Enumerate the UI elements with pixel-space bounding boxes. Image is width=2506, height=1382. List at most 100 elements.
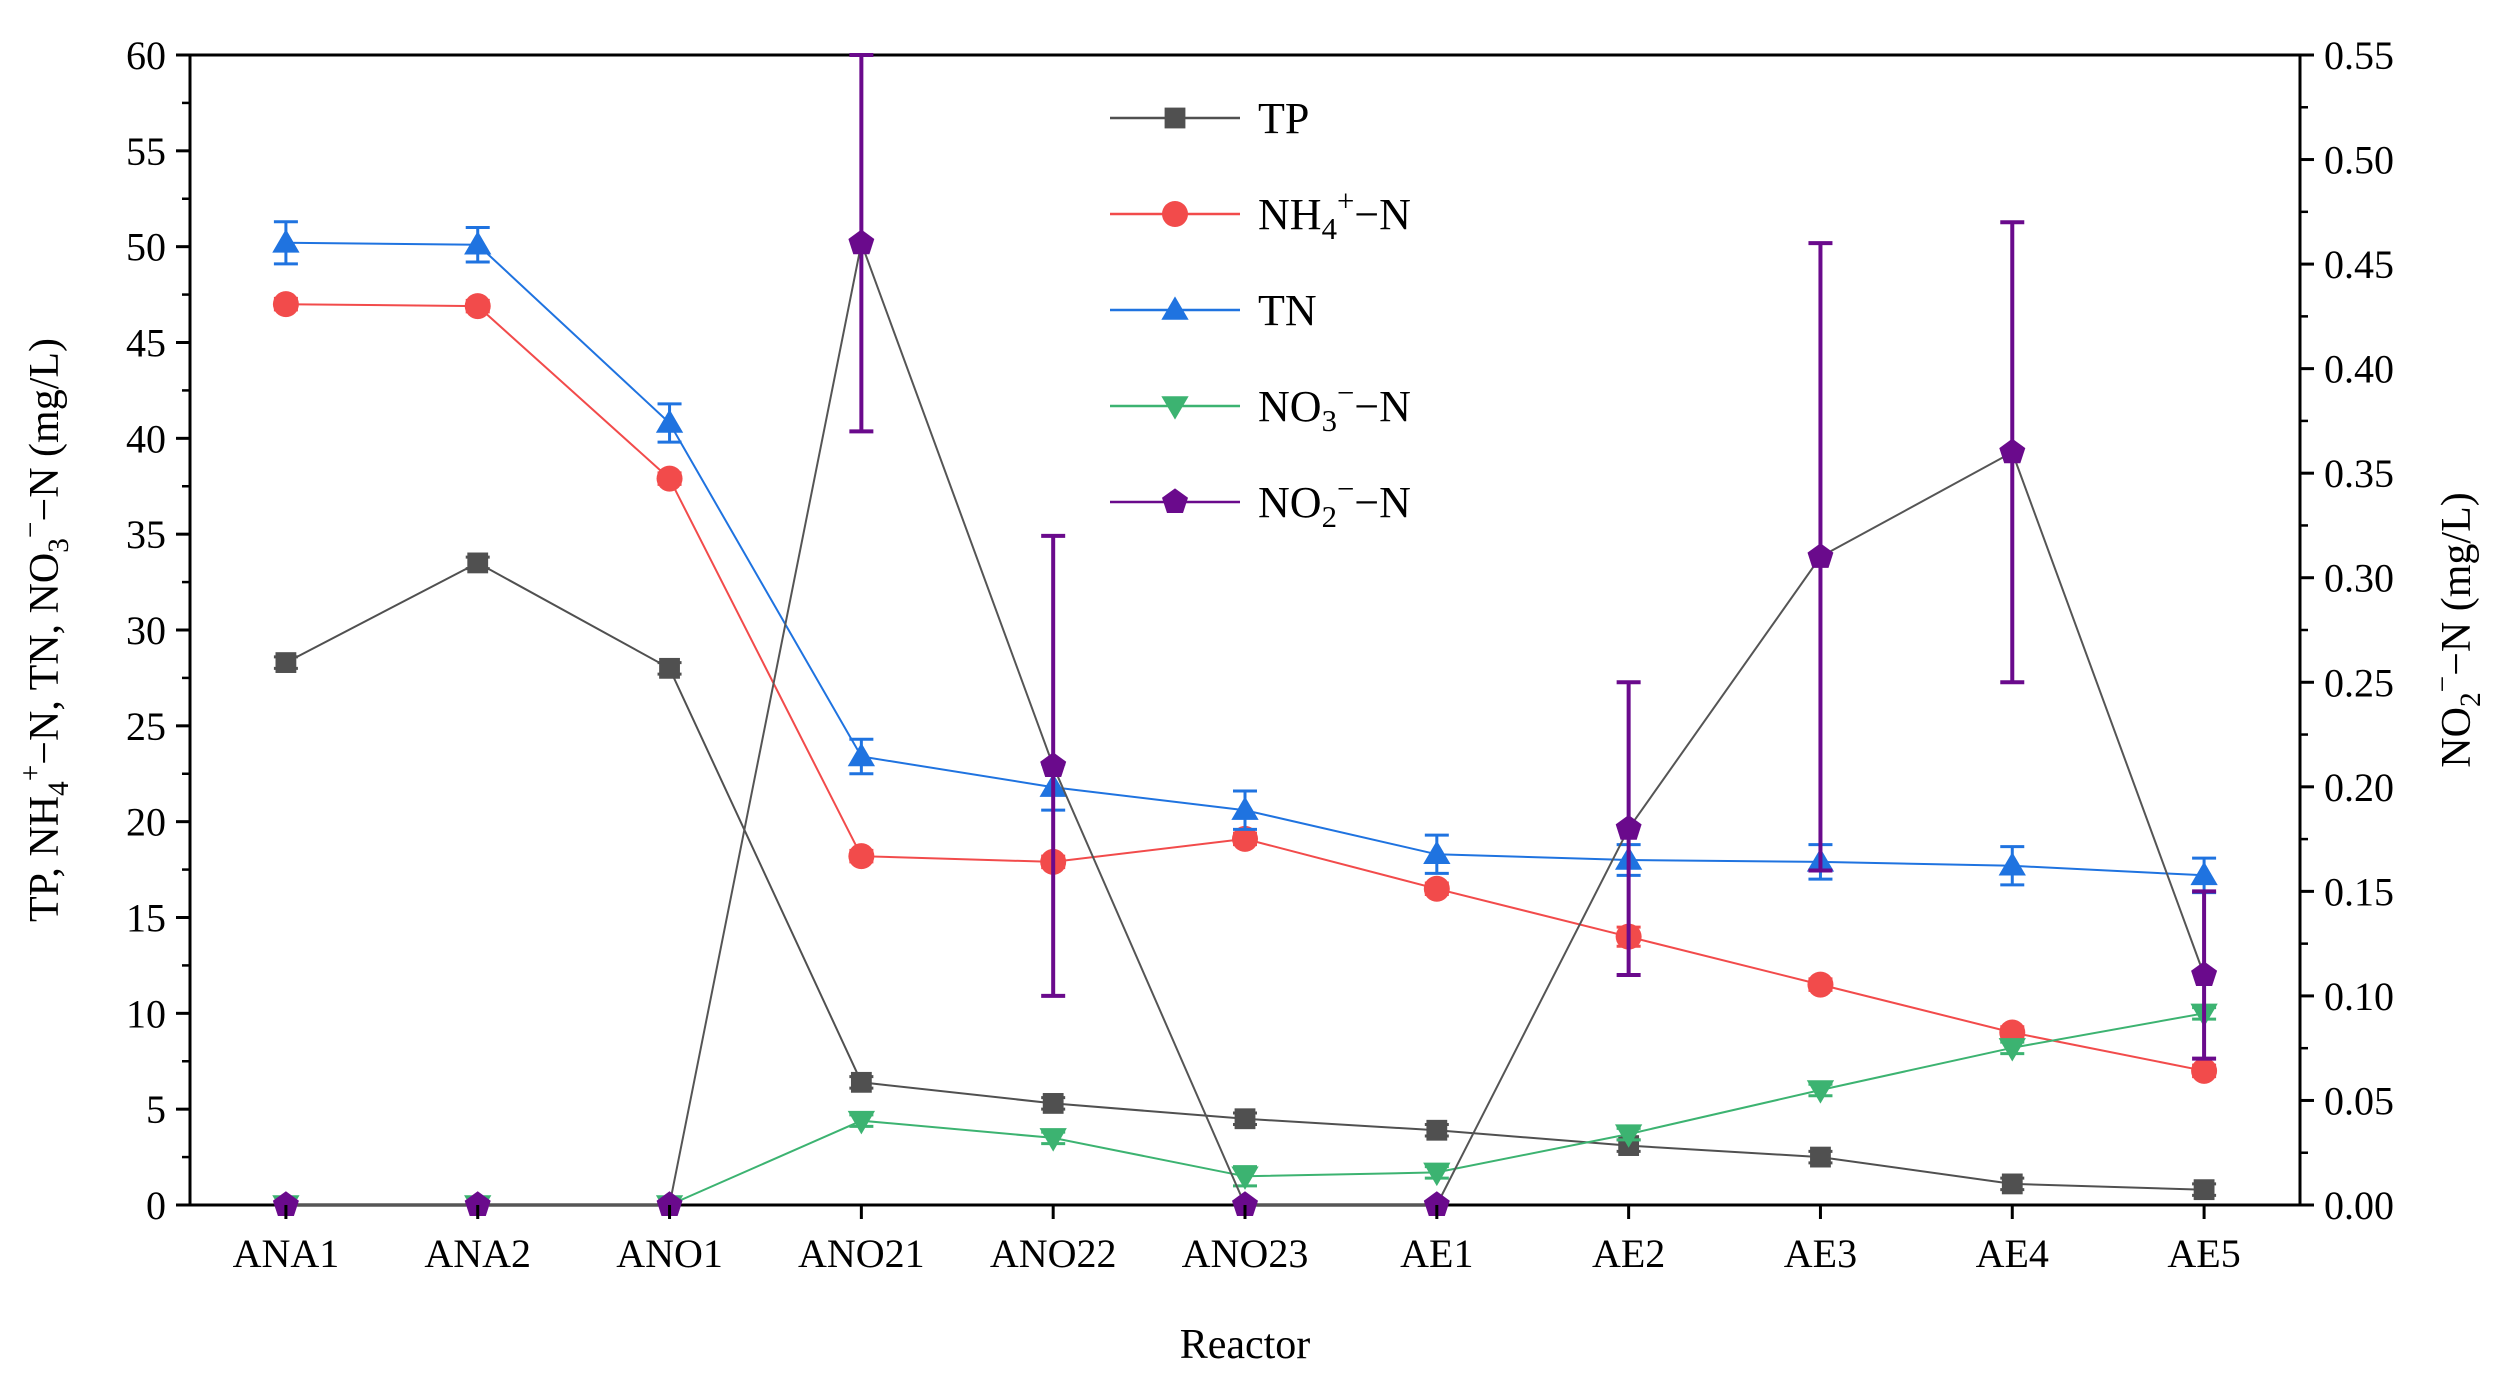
- legend-marker: [1162, 201, 1188, 227]
- data-point: [1426, 1119, 1448, 1141]
- data-point: [1807, 971, 1834, 998]
- data-point: [1423, 875, 1450, 902]
- y2-tick-label: 0.20: [2324, 765, 2394, 810]
- data-point: [464, 1191, 491, 1216]
- y-axis-title-sub: 4: [43, 781, 75, 796]
- y-tick-label: 5: [146, 1087, 166, 1132]
- x-tick-label: ANO23: [1182, 1231, 1309, 1276]
- legend-label-part: NO: [1258, 478, 1322, 527]
- data-point: [1039, 1128, 1067, 1152]
- data-point: [1807, 543, 1834, 568]
- y-axis-title-sub: 3: [43, 538, 75, 553]
- y2-tick-label: 0.25: [2324, 660, 2394, 705]
- data-point: [1615, 815, 1642, 840]
- x-tick-label: ANO21: [798, 1231, 925, 1276]
- data-point: [1998, 852, 2026, 876]
- data-point: [1810, 1146, 1831, 1168]
- x-tick-label: AE4: [1976, 1231, 2049, 1276]
- data-point: [1806, 1080, 1835, 1104]
- y-axis-title-sup: +: [15, 765, 47, 782]
- legend-marker: [1162, 488, 1188, 513]
- y2-axis-title-part: NO: [2434, 707, 2480, 768]
- legend-label: TN: [1258, 286, 1317, 335]
- y2-axis-title-part: −N (mg/L): [2434, 492, 2480, 675]
- data-point: [464, 231, 492, 255]
- series-line: [285, 561, 2205, 1191]
- x-tick-label: AE5: [2167, 1231, 2240, 1276]
- legend-label-part: −N: [1354, 382, 1411, 431]
- y2-tick-label: 0.30: [2324, 556, 2394, 601]
- data-point: [1423, 840, 1451, 864]
- data-point: [464, 293, 491, 320]
- y-tick-label: 25: [126, 704, 166, 749]
- legend-label-sub: 3: [1322, 404, 1337, 438]
- legend-label-part: TN: [1258, 286, 1317, 335]
- data-point: [1998, 1038, 2026, 1062]
- y-tick-label: 10: [126, 991, 166, 1036]
- data-point: [1232, 1191, 1258, 1216]
- data-point: [656, 1191, 683, 1216]
- y2-tick-label: 0.55: [2324, 33, 2394, 78]
- data-point: [2001, 1173, 2023, 1195]
- legend-label: NO3−−N: [1258, 376, 1411, 438]
- x-tick-label: AE3: [1784, 1231, 1857, 1276]
- legend-marker: [1161, 396, 1189, 420]
- data-point: [275, 652, 297, 673]
- legend-label: NH4+−N: [1258, 184, 1411, 246]
- data-point: [1231, 796, 1259, 820]
- y2-tick-label: 0.35: [2324, 451, 2394, 496]
- series-line: [285, 241, 2205, 877]
- data-point: [656, 465, 683, 492]
- data-point: [1231, 1166, 1259, 1190]
- y-axis-title-sup: −: [15, 521, 47, 538]
- y-tick-label: 50: [126, 225, 166, 270]
- legend-label-part: NO: [1258, 382, 1322, 431]
- data-point: [848, 843, 875, 870]
- data-point: [2191, 961, 2218, 986]
- y-axis-title-part: −N, TN, NO: [22, 553, 68, 765]
- data-point: [1232, 825, 1258, 852]
- x-tick-label: AE2: [1592, 1231, 1665, 1276]
- x-tick-label: ANO1: [616, 1231, 723, 1276]
- y-tick-label: 20: [126, 800, 166, 845]
- data-point: [847, 742, 876, 767]
- legend-label-sup: −: [1337, 472, 1354, 506]
- y2-tick-label: 0.10: [2324, 974, 2394, 1019]
- data-point: [1423, 1191, 1450, 1216]
- y-tick-label: 40: [126, 416, 166, 461]
- legend-label-part: NH: [1258, 190, 1322, 239]
- legend-label-sup: −: [1337, 376, 1354, 410]
- y2-axis-title: NO2−−N (mg/L): [2427, 492, 2487, 767]
- x-tick-label: AE1: [1400, 1231, 1473, 1276]
- series-4: [272, 53, 2218, 1216]
- y-tick-label: 30: [126, 608, 166, 653]
- legend-label: NO2−−N: [1258, 472, 1411, 534]
- legend-label-sub: 2: [1322, 500, 1337, 534]
- x-tick-label: ANA1: [233, 1231, 340, 1276]
- legend-label-part: TP: [1258, 94, 1309, 143]
- plot-frame-border: [188, 53, 2302, 1207]
- data-point: [659, 657, 680, 679]
- y-tick-label: 45: [126, 321, 166, 366]
- y2-tick-label: 0.00: [2324, 1183, 2394, 1228]
- y-axis-title-part: TP, NH: [22, 796, 68, 922]
- legend-label-sup: +: [1337, 184, 1354, 218]
- series-2: [272, 220, 2218, 895]
- y2-tick-label: 0.15: [2324, 869, 2394, 914]
- y2-tick-label: 0.40: [2324, 347, 2394, 392]
- y-axis-title-part: −N (mg/L): [22, 338, 68, 521]
- data-point: [1614, 1124, 1643, 1148]
- y2-tick-label: 0.50: [2324, 138, 2394, 183]
- series-line: [285, 239, 2206, 1206]
- y-tick-label: 55: [126, 129, 166, 174]
- data-point: [2190, 861, 2218, 886]
- legend-marker: [1161, 296, 1189, 320]
- y2-tick-label: 0.45: [2324, 242, 2394, 287]
- data-point: [272, 291, 299, 318]
- y-tick-label: 60: [126, 33, 166, 78]
- data-point: [272, 229, 300, 253]
- axis-layer: 0 5 10 15 20 25 30 35 40 45 50 55 60 0.00 0.05 0.10 0.15…: [15, 33, 2487, 1276]
- plot-frame: [188, 53, 2302, 1207]
